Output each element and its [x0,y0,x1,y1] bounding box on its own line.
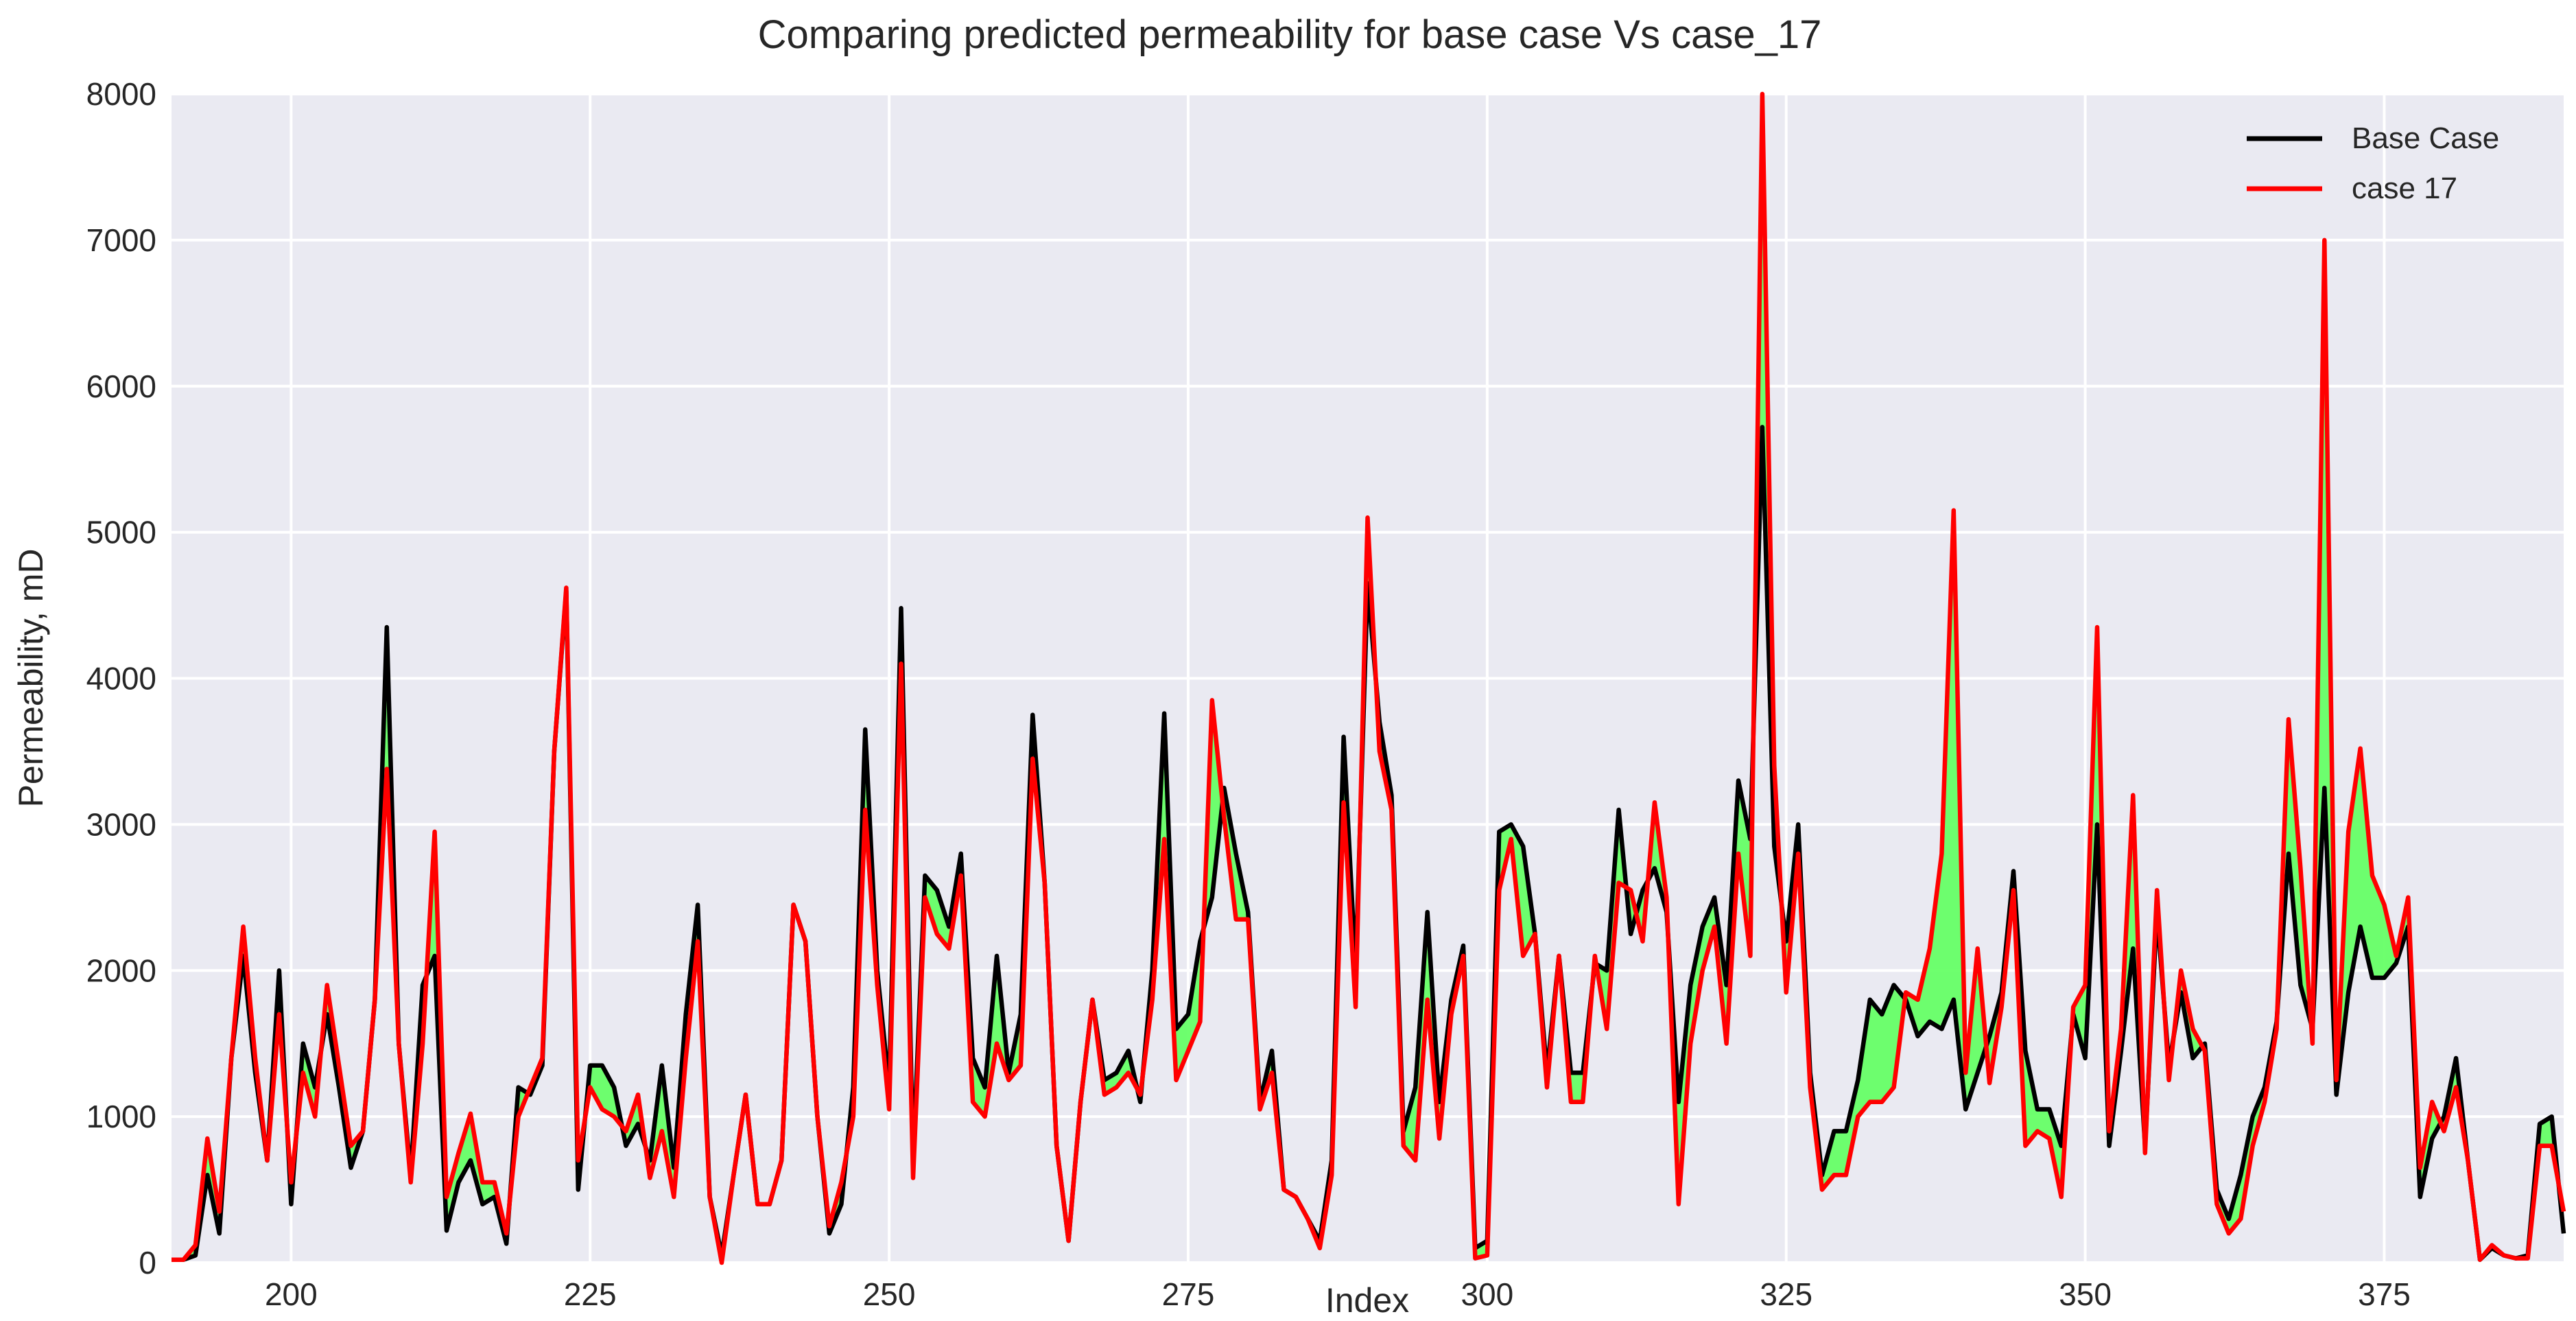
legend-label-case-17: case 17 [2352,172,2457,205]
series-lines [172,91,2566,1265]
x-tick-label: 375 [2358,1276,2411,1312]
x-tick-label: 250 [863,1276,916,1312]
x-axis-label: Index [1325,1281,1409,1320]
x-tick-label: 350 [2059,1276,2112,1312]
x-tick-label: 300 [1461,1276,1513,1312]
series-line-case-17 [172,91,2566,1265]
y-tick-label: 4000 [86,661,156,697]
y-tick-label: 2000 [86,952,156,988]
y-tick-label: 7000 [86,222,156,258]
x-tick-label: 200 [265,1276,318,1312]
x-tick-label: 275 [1162,1276,1215,1312]
y-tick-label: 8000 [86,76,156,112]
y-axis-label: Permeability, mD [12,549,50,808]
y-tick-label: 5000 [86,515,156,550]
chart-title: Comparing predicted permeability for bas… [758,12,1822,57]
x-tick-label: 225 [564,1276,617,1312]
y-tick-label: 6000 [86,369,156,404]
legend-label-base-case: Base Case [2352,121,2499,155]
y-tick-label: 3000 [86,806,156,842]
tick-labels: 0 1000 2000 3000 4000 5000 6000 7000 8000 200 225 2… [86,76,2411,1312]
legend: Base Case case 17 [2247,121,2499,205]
y-tick-label: 0 [139,1245,156,1281]
y-tick-label: 1000 [86,1099,156,1134]
x-tick-label: 325 [1760,1276,1812,1312]
